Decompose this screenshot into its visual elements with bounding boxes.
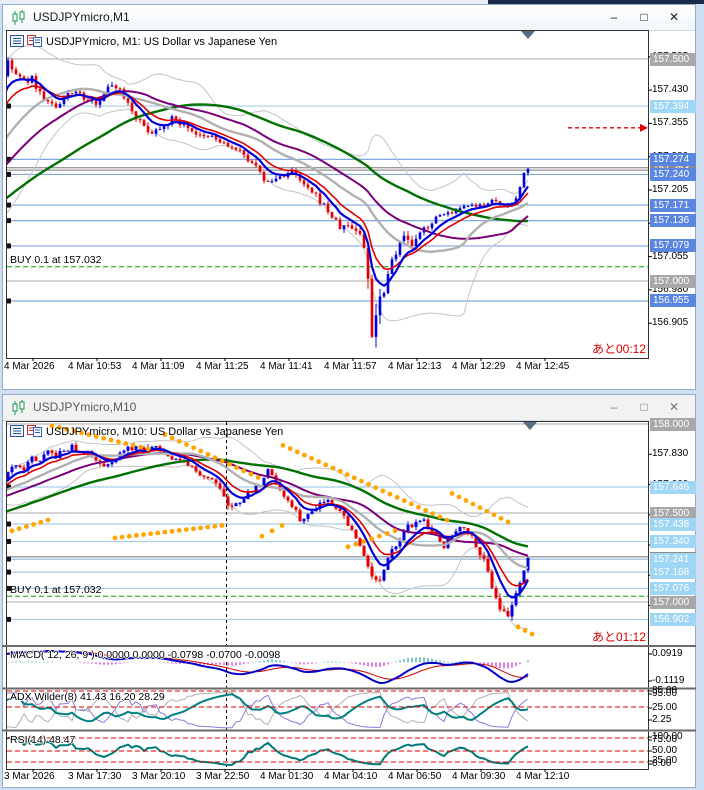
titlebar-m10[interactable]: USDJPYmicro,M10 – □ ✕ — [3, 395, 695, 421]
candlestick-chart-icon — [12, 400, 25, 415]
chart-plot-m10[interactable] — [7, 421, 648, 769]
chart-plot-m1[interactable] — [7, 30, 648, 358]
close-button[interactable]: ✕ — [668, 400, 680, 414]
top-strip-dark — [488, 0, 704, 4]
minimize-button[interactable]: – — [610, 10, 618, 24]
titlebar-m1[interactable]: USDJPYmicro,M1 – □ ✕ — [3, 5, 695, 31]
top-strip — [0, 0, 704, 4]
candlestick-chart-icon — [12, 10, 25, 25]
maximize-button[interactable]: □ — [640, 400, 648, 414]
close-button[interactable]: ✕ — [668, 10, 680, 24]
minimize-button[interactable]: – — [610, 400, 618, 414]
window-title: USDJPYmicro,M10 — [33, 400, 137, 414]
maximize-button[interactable]: □ — [640, 10, 648, 24]
window-title: USDJPYmicro,M1 — [33, 10, 130, 24]
